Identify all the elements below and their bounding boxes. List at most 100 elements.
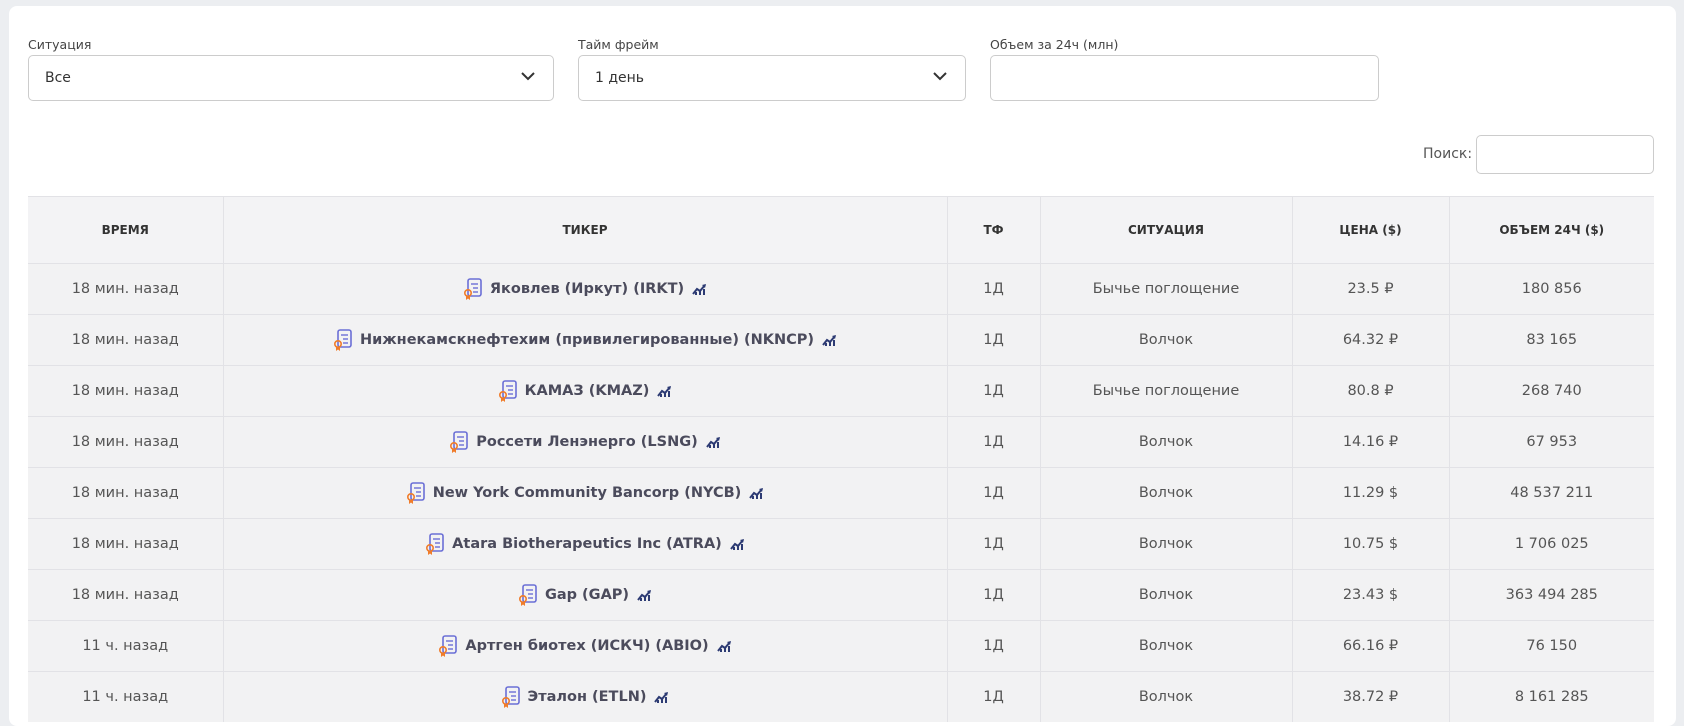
table-row: 11 ч. назад Артген биотех (ИСКЧ) (ABIO) 1Д… xyxy=(28,620,1654,672)
column-header: ЦЕНА ($) xyxy=(1292,196,1450,264)
table-cell: 18 мин. назад xyxy=(28,263,224,315)
ticker-name[interactable]: Gap (GAP) xyxy=(544,587,630,603)
table-cell: 1Д xyxy=(947,416,1041,468)
chart-icon xyxy=(730,539,744,550)
doc-icon xyxy=(501,686,520,708)
table-cell: 18 мин. назад xyxy=(28,467,224,519)
chart-icon xyxy=(637,590,652,601)
table-cell: 1Д xyxy=(947,467,1041,519)
chevron xyxy=(521,72,535,81)
table-row: 18 мин. назад КАМАЗ (KMAZ) 1Д Бычье поглоще… xyxy=(28,365,1654,417)
doc-icon xyxy=(450,431,469,453)
table-cell: Волчок xyxy=(1040,467,1293,519)
table-cell: 48 537 211 xyxy=(1449,467,1654,519)
table-row: 18 мин. назад Яковлев (Иркут) (IRKT) 1Д Быч… xyxy=(28,263,1654,315)
table-cell: 11 ч. назад xyxy=(28,671,224,722)
ticker-cell: Россети Ленэнерго (LSNG) xyxy=(223,416,948,468)
column-header: СИТУАЦИЯ xyxy=(1040,196,1293,264)
table-cell: Волчок xyxy=(1040,314,1293,366)
doc-icon xyxy=(439,635,458,657)
table-cell: 80.8 ₽ xyxy=(1292,365,1450,417)
filter-label: Тайм фрейм xyxy=(578,37,659,52)
table-cell: Волчок xyxy=(1040,671,1293,722)
chart-icon xyxy=(705,437,720,448)
column-header: ВРЕМЯ xyxy=(28,196,224,264)
table-cell: 18 мин. назад xyxy=(28,365,224,417)
table-cell: 268 740 xyxy=(1449,365,1654,417)
table-row: 11 ч. назад Эталон (ETLN) 1Д Волчок 38.72 ₽8… xyxy=(28,671,1654,722)
table-row: 18 мин. назад Gap (GAP) 1Д Волчок 23.43 $363… xyxy=(28,569,1654,621)
search-label: Поиск: xyxy=(1423,146,1473,162)
table-cell: 76 150 xyxy=(1449,620,1654,672)
doc-icon xyxy=(333,329,352,351)
table-cell: Волчок xyxy=(1040,569,1293,621)
chart-icon xyxy=(822,335,837,346)
table-cell: 67 953 xyxy=(1449,416,1654,468)
table-cell: 18 мин. назад xyxy=(28,416,224,468)
table-cell: 10.75 $ xyxy=(1292,518,1450,570)
table-cell: 1Д xyxy=(947,620,1041,672)
chart-icon xyxy=(749,488,764,499)
table-cell: 1Д xyxy=(947,569,1041,621)
table-cell: 1Д xyxy=(947,671,1041,722)
input[interactable] xyxy=(990,55,1379,101)
table-cell: 14.16 ₽ xyxy=(1292,416,1450,468)
table-cell: 18 мин. назад xyxy=(28,518,224,570)
table-cell: 23.43 $ xyxy=(1292,569,1450,621)
column-header: ТФ xyxy=(947,196,1041,264)
ticker-cell: Gap (GAP) xyxy=(223,569,948,621)
select-value: 1 день xyxy=(595,70,645,86)
table-cell: 18 мин. назад xyxy=(28,569,224,621)
table-cell: 11.29 $ xyxy=(1292,467,1450,519)
chart-icon xyxy=(716,641,731,652)
doc-icon xyxy=(406,482,425,504)
table-cell: 1 706 025 xyxy=(1449,518,1654,570)
ticker-name[interactable]: New York Community Bancorp (NYCB) xyxy=(432,485,742,501)
doc-icon xyxy=(498,380,517,402)
search-input[interactable] xyxy=(1476,135,1654,174)
table-cell: 18 мин. назад xyxy=(28,314,224,366)
table-cell: Волчок xyxy=(1040,620,1293,672)
header-row: ВРЕМЯ ТИКЕР ТФ СИТУАЦИЯ ЦЕНА ($) ОБЪЕМ 24Ч ($… xyxy=(28,196,1654,264)
table-cell: 1Д xyxy=(947,518,1041,570)
doc-icon xyxy=(426,533,444,555)
table-cell: 23.5 ₽ xyxy=(1292,263,1450,315)
ticker-name[interactable]: Atara Biotherapeutics Inc (ATRA) xyxy=(452,536,722,552)
table-cell: 1Д xyxy=(947,365,1041,417)
ticker-cell: Яковлев (Иркут) (IRKT) xyxy=(223,263,948,315)
table-row: 18 мин. назад Atara Biotherapeutics Inc (… xyxy=(28,518,1654,570)
table: ВРЕМЯ ТИКЕР ТФ СИТУАЦИЯ ЦЕНА ($) ОБЪЕМ 24Ч ($… xyxy=(28,196,1654,722)
column-header: ТИКЕР xyxy=(223,196,948,264)
table-cell: 83 165 xyxy=(1449,314,1654,366)
table-row: 18 мин. назад Россети Ленэнерго (LSNG) 1Д В… xyxy=(28,416,1654,468)
column-header: ОБЪЕМ 24Ч ($) xyxy=(1449,196,1654,264)
card: Ситуация Все Тайм фрейм 1 день Объем за … xyxy=(9,6,1676,726)
table-cell: 1Д xyxy=(947,314,1041,366)
ticker-cell: Нижнекамскнефтехим (привилегированные) (… xyxy=(223,314,948,366)
filter-label: Ситуация xyxy=(28,37,92,52)
chevron xyxy=(933,72,947,81)
table-cell: 11 ч. назад xyxy=(28,620,224,672)
table-cell: 363 494 285 xyxy=(1449,569,1654,621)
ticker-name[interactable]: Россети Ленэнерго (LSNG) xyxy=(476,434,698,450)
table-cell: Бычье поглощение xyxy=(1040,365,1293,417)
select[interactable]: Все xyxy=(28,55,554,101)
ticker-name[interactable]: Артген биотех (ИСКЧ) (ABIO) xyxy=(465,638,709,654)
doc-icon xyxy=(463,278,482,300)
table-cell: Бычье поглощение xyxy=(1040,263,1293,315)
table-cell: 8 161 285 xyxy=(1449,671,1654,722)
table-row: 18 мин. назад Нижнекамскнефтехим (привиле… xyxy=(28,314,1654,366)
table-cell: 38.72 ₽ xyxy=(1292,671,1450,722)
select[interactable]: 1 день xyxy=(578,55,966,101)
ticker-cell: КАМАЗ (KMAZ) xyxy=(223,365,948,417)
ticker-cell: Эталон (ETLN) xyxy=(223,671,948,722)
ticker-name[interactable]: Нижнекамскнефтехим (привилегированные) (… xyxy=(359,332,815,348)
table-body: 18 мин. назад Яковлев (Иркут) (IRKT) 1Д Быч… xyxy=(28,263,1654,722)
table-row: 18 мин. назад New York Community Bancorp … xyxy=(28,467,1654,519)
ticker-name[interactable]: КАМАЗ (KMAZ) xyxy=(524,383,650,399)
filter-label: Объем за 24ч (млн) xyxy=(990,37,1119,52)
ticker-name[interactable]: Яковлев (Иркут) (IRKT) xyxy=(489,281,685,297)
ticker-name[interactable]: Эталон (ETLN) xyxy=(527,689,647,705)
table-cell: Волчок xyxy=(1040,416,1293,468)
